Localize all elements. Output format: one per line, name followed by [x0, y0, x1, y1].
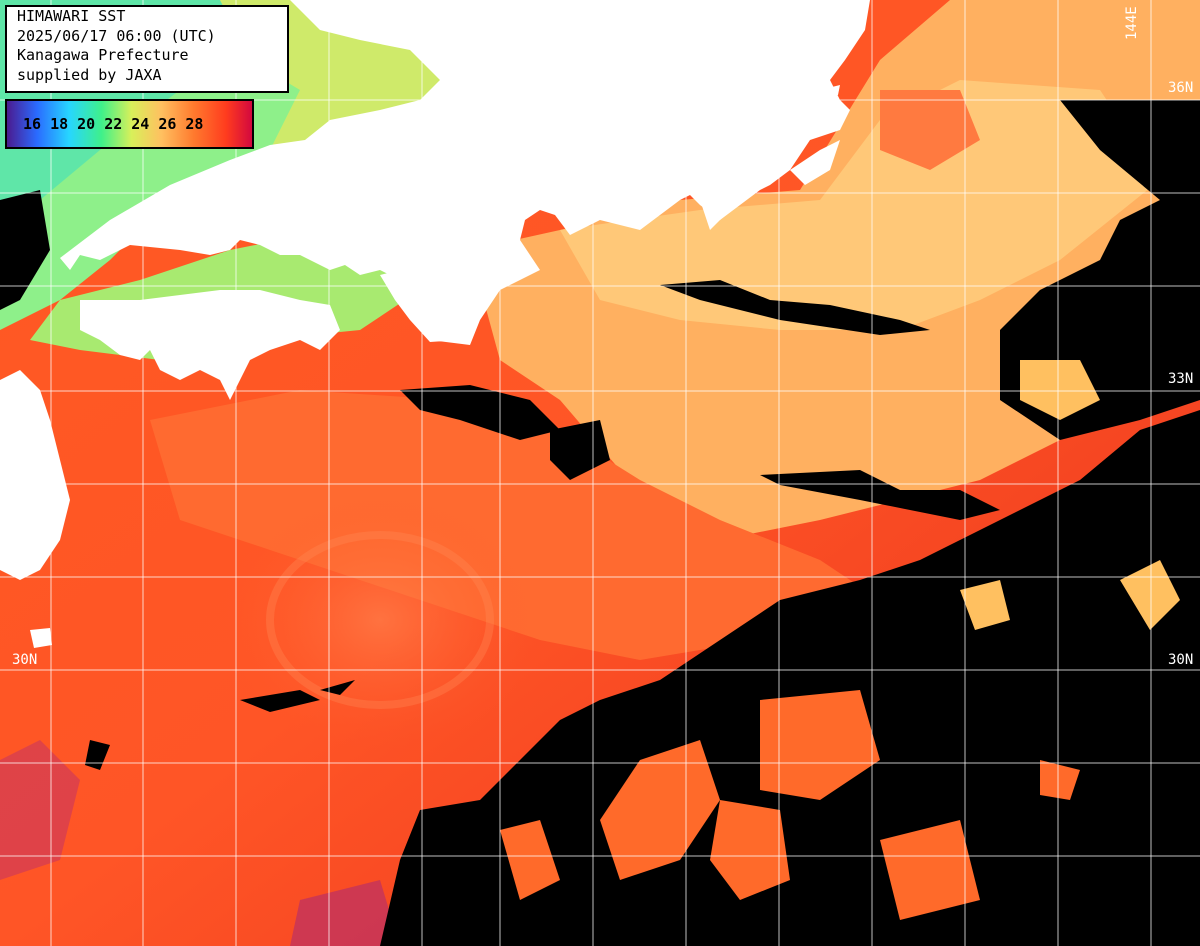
lon-label-144e: 144E: [1124, 6, 1140, 40]
land-shikoku: [80, 290, 340, 400]
warm-eddy-ring: [266, 531, 494, 709]
color-legend: 16 18 20 22 24 26 28: [5, 99, 254, 149]
title-line-product: HIMAWARI SST: [17, 7, 126, 25]
legend-tick: 28: [185, 115, 204, 133]
land-ne-small: [820, 85, 840, 98]
kuroshio-core: [150, 390, 880, 660]
gap-3: [880, 820, 980, 920]
legend-tick: 22: [104, 115, 123, 133]
legend-tick: 20: [77, 115, 96, 133]
lat-label-30n-left: 30N: [12, 652, 38, 668]
cloud-streak-right: [760, 470, 1000, 520]
gap-6: [500, 820, 560, 900]
cloud-streak-upper: [660, 280, 930, 335]
gap-2: [760, 690, 880, 800]
gap-4: [1040, 760, 1080, 800]
legend-tick: 26: [158, 115, 177, 133]
cloud-east: [1000, 100, 1200, 440]
land-honshu: [60, 0, 870, 345]
cloud-southeast: [380, 410, 1200, 946]
land-kii-peninsula: [380, 270, 460, 342]
land: [0, 0, 870, 648]
lat-label-36n: 36N: [1168, 80, 1194, 96]
legend-tick: 24: [131, 115, 150, 133]
purple-edge-s: [290, 880, 400, 946]
gap-y2: [1020, 360, 1100, 420]
warm-patch-36N: [880, 90, 980, 170]
lon-label-136e: 136E: [480, 6, 496, 40]
legend-gradient: [7, 101, 252, 147]
lat-label-30n-right: 30N: [1168, 652, 1194, 668]
land-boso: [790, 140, 840, 185]
land-kyushu: [0, 370, 70, 580]
title-line-prefecture: Kanagawa Prefecture: [17, 46, 189, 64]
legend-tick: 16: [23, 115, 42, 133]
cloud-band-33N: [400, 385, 560, 440]
cloud-gaps: [500, 690, 1080, 920]
cloud-northwest: [0, 190, 50, 310]
cloud-west-small: [240, 690, 320, 712]
purple-edge-sw: [0, 740, 80, 880]
lat-label-33n-right: 33N: [1168, 371, 1194, 387]
cloud-gaps-yellow: [960, 360, 1180, 630]
gap-1: [600, 740, 720, 880]
title-block: HIMAWARI SST 2025/06/17 06:00 (UTC) Kana…: [5, 5, 289, 93]
gap-y3: [960, 580, 1010, 630]
title-line-supplier: supplied by JAXA: [17, 65, 162, 84]
cool-water-kuroshio-north: [560, 80, 1160, 330]
cloud-patch-mid: [550, 420, 610, 480]
legend-ticks: 16 18 20 22 24 26 28: [7, 101, 252, 147]
warm-eddy: [220, 490, 540, 750]
cloud-mask: [0, 100, 1200, 946]
land-awaji: [400, 230, 425, 260]
land-izu: [700, 190, 725, 230]
gap-5: [710, 800, 790, 900]
legend-tick: 18: [50, 115, 69, 133]
title-line-datetime: 2025/06/17 06:00 (UTC): [17, 26, 216, 45]
land-osumi-island: [30, 628, 52, 648]
